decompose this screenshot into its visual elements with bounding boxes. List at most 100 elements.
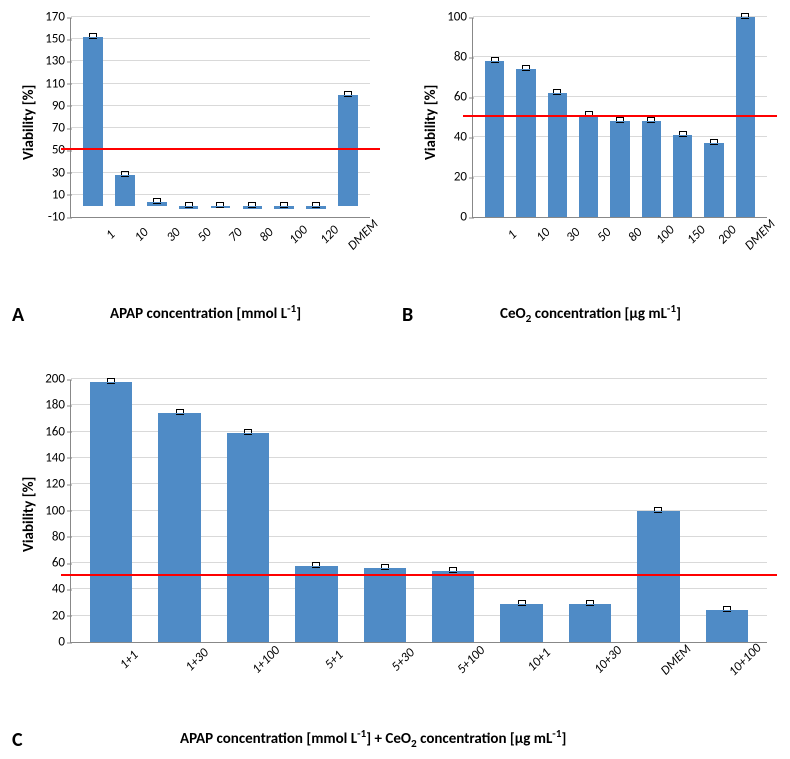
bar-wrap [624,380,692,642]
chart-area-b: 020406080100110305080100150200DMEM [472,18,767,218]
bar-wrap [145,380,213,642]
error-bar [518,600,526,604]
panel-a: -101030507090110130150170110305070801001… [70,18,370,218]
y-tick-label: 200 [45,372,71,387]
error-bar [679,131,687,135]
bar-wrap [636,18,667,217]
bar [610,121,629,217]
error-bar [216,202,224,206]
panel-letter-a: A [12,303,24,327]
error-bar [647,117,655,121]
y-tick-label: 20 [52,608,71,623]
bar-wrap [693,380,761,642]
panel-c: 0204060801001201401601802001+11+301+1005… [70,380,767,643]
y-tick-label: 110 [45,76,71,91]
bar-wrap [698,18,729,217]
y-tick-label: 160 [45,424,71,439]
bar [485,61,504,217]
bars-container [473,18,767,217]
error-bar [381,564,389,568]
error-bar [107,378,115,382]
bar-wrap [268,18,300,217]
error-bar [654,507,662,511]
error-bar [89,33,97,37]
bar [227,433,269,642]
x-labels: 1+11+301+1005+15+305+10010+110+30DMEM10+… [71,642,767,675]
bar [579,115,598,217]
gridline [71,378,767,379]
error-bar [185,202,193,206]
y-axis-label-a: Viability [%] [20,85,38,160]
x-axis-title-c: APAP concentration [mmol L-1] + CeO2 con… [180,727,566,751]
panel-letter-c: C [12,728,23,752]
bar [637,511,679,643]
bar [516,69,535,217]
error-bar [616,117,624,121]
y-tick-label: 150 [45,32,71,47]
bar-wrap [173,18,205,217]
bar-wrap [300,18,332,217]
y-tick-label: 60 [52,556,71,571]
bars-container [71,380,767,642]
x-labels: 110305080100150200DMEM [473,217,767,250]
bars-container [71,18,370,217]
y-tick-label: 0 [460,210,473,225]
y-tick-label: 90 [52,98,71,113]
y-tick-label: 170 [45,10,71,25]
y-tick-label: 100 [45,503,71,518]
bar [83,37,103,206]
reference-line [463,115,777,117]
chart-area-a: -101030507090110130150170110305070801001… [70,18,370,218]
y-tick-label: 60 [454,90,473,105]
bar [548,93,567,217]
y-tick-label: 100 [447,10,473,25]
chart-area-c: 0204060801001201401601802001+11+301+1005… [70,380,767,643]
bar-wrap [109,18,141,217]
bar-wrap [77,380,145,642]
error-bar [491,57,499,61]
bar-wrap [556,380,624,642]
bar [673,135,692,217]
bar-wrap [573,18,604,217]
error-bar [153,198,161,202]
error-bar [244,429,252,433]
y-tick-label: 80 [454,50,473,65]
y-tick-label: 0 [58,635,71,650]
bar-wrap [419,380,487,642]
bar [158,413,200,642]
error-bar [121,171,129,175]
gridline [71,16,370,17]
bar-wrap [214,380,282,642]
y-tick-label: 30 [52,165,71,180]
y-tick-label: 80 [52,529,71,544]
y-tick-label: 130 [45,54,71,69]
y-tick-label: 180 [45,398,71,413]
bar-wrap [141,18,173,217]
bar-wrap [351,380,419,642]
bar-wrap [282,380,350,642]
reference-line [61,148,380,150]
y-tick-label: 10 [52,187,71,202]
y-tick-label: 40 [52,582,71,597]
bar [147,202,167,206]
panel-b: 020406080100110305080100150200DMEM [472,18,767,218]
bar-wrap [730,18,761,217]
error-bar [553,89,561,93]
bar-wrap [604,18,635,217]
bar [736,17,755,217]
y-tick-label: 40 [454,130,473,145]
x-axis-title-a: APAP concentration [mmol L-1] [110,302,301,323]
y-tick-label: -10 [48,210,71,225]
gridline [473,16,767,17]
y-tick-label: 70 [52,121,71,136]
error-bar [312,562,320,566]
y-axis-label-c: Viability [%] [20,477,38,552]
bar-wrap [510,18,541,217]
bar [90,382,132,642]
error-bar [741,13,749,17]
bar-wrap [332,18,364,217]
error-bar [710,139,718,143]
error-bar [312,202,320,206]
bar-wrap [479,18,510,217]
bar-wrap [542,18,573,217]
